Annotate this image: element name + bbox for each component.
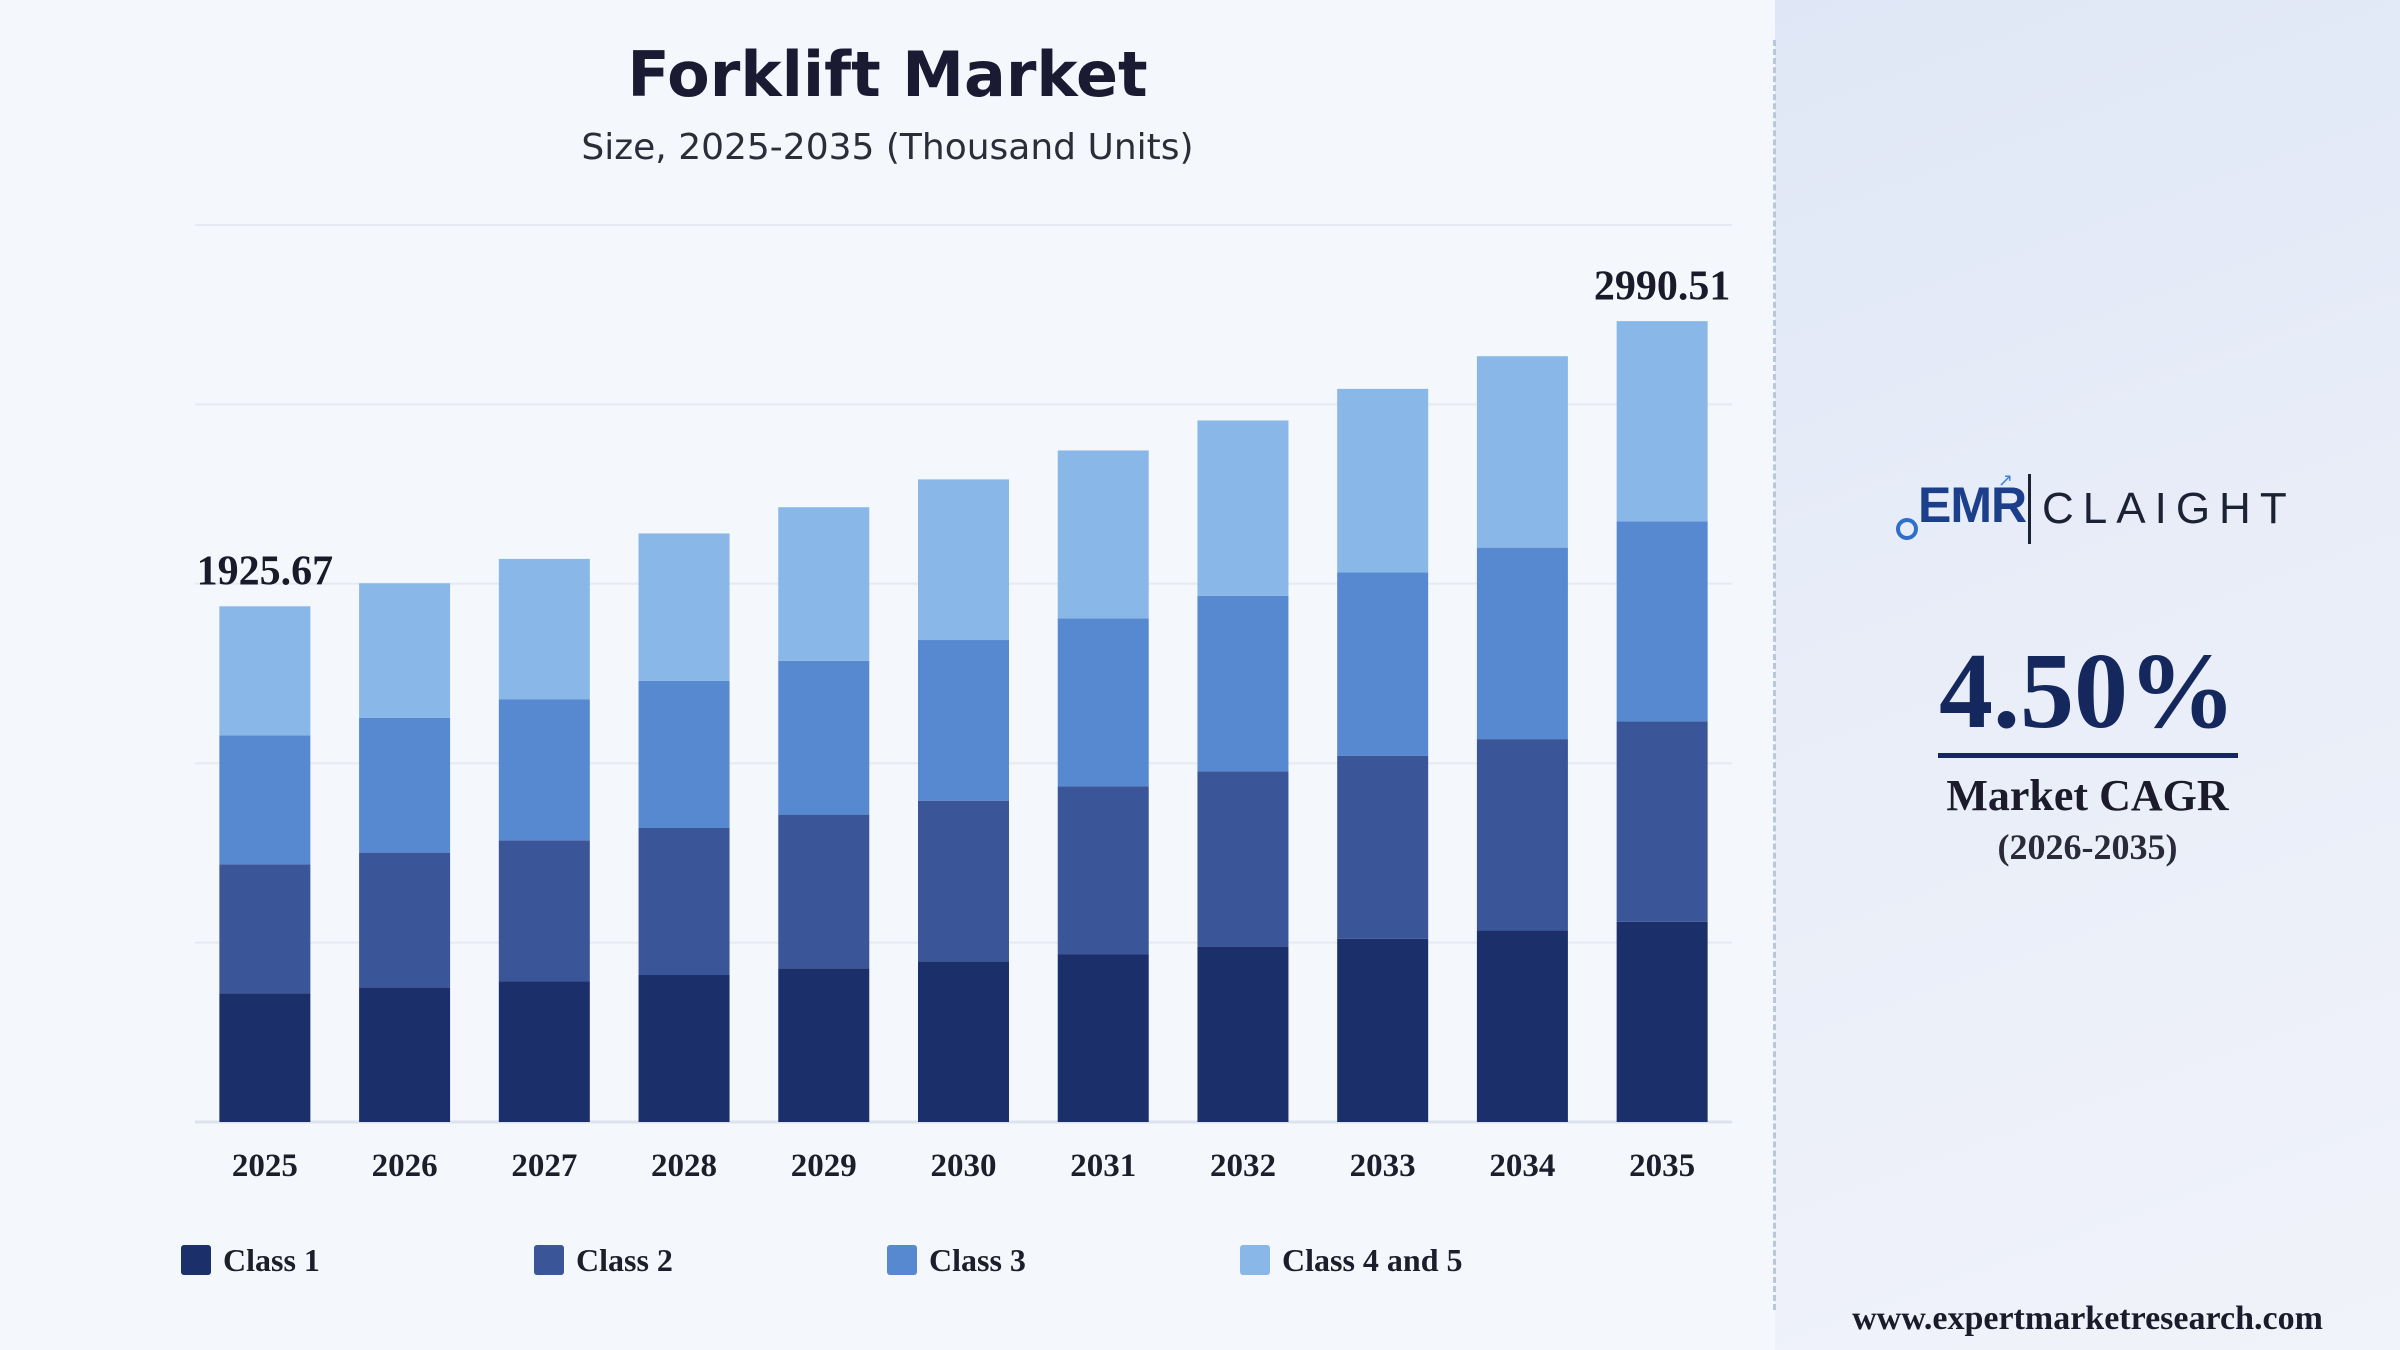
bar-segment-class-4-and-5 bbox=[498, 558, 590, 700]
bar-segment-class-1 bbox=[1476, 930, 1568, 1122]
x-tick-label: 2029 bbox=[791, 1148, 857, 1184]
bar-segment-class-3 bbox=[498, 699, 590, 841]
bar-segment-class-2 bbox=[359, 852, 451, 988]
x-tick-label: 2032 bbox=[1210, 1148, 1276, 1184]
bar-segment-class-4-and-5 bbox=[1057, 450, 1149, 619]
bar-segment-class-3 bbox=[1337, 572, 1429, 756]
emr-claight-logo: ↗ EMR CLAIGHT bbox=[1890, 470, 2290, 550]
legend-label: Class 3 bbox=[929, 1241, 1026, 1278]
legend-label: Class 2 bbox=[576, 1241, 673, 1278]
bar-segment-class-3 bbox=[1057, 618, 1149, 787]
bar-segment-class-1 bbox=[498, 981, 590, 1122]
bar-segment-class-2 bbox=[1476, 739, 1568, 931]
bar-segment-class-1 bbox=[1197, 946, 1289, 1122]
bar-segment-class-1 bbox=[219, 993, 311, 1122]
legend-swatch bbox=[534, 1245, 564, 1275]
x-tick-label: 2034 bbox=[1489, 1148, 1555, 1184]
bar-segment-class-2 bbox=[1057, 786, 1149, 955]
cagr-value: 4.50% bbox=[1939, 632, 2236, 751]
legend-label: Class 1 bbox=[223, 1241, 320, 1278]
x-tick-label: 2033 bbox=[1350, 1148, 1416, 1184]
bar-segment-class-3 bbox=[219, 735, 311, 865]
x-tick-label: 2035 bbox=[1629, 1148, 1695, 1184]
info-panel bbox=[1775, 0, 2400, 1350]
bar-segment-class-2 bbox=[778, 814, 870, 969]
bar-segment-class-2 bbox=[918, 800, 1009, 962]
bar-segment-class-1 bbox=[918, 961, 1009, 1122]
x-tick-label: 2028 bbox=[651, 1148, 717, 1184]
logo-divider bbox=[2028, 474, 2031, 544]
cagr-underline bbox=[1938, 753, 2238, 758]
bar-segment-class-3 bbox=[638, 680, 730, 828]
bar-segment-class-4-and-5 bbox=[1616, 321, 1708, 522]
bar-segment-class-2 bbox=[1197, 771, 1289, 947]
bar-segment-class-1 bbox=[638, 974, 730, 1122]
data-label: 2990.51 bbox=[1594, 263, 1731, 309]
bar-segment-class-3 bbox=[918, 640, 1009, 801]
panel-divider bbox=[1773, 40, 1776, 1310]
x-tick-label: 2026 bbox=[372, 1148, 438, 1184]
bar-segment-class-3 bbox=[1476, 547, 1568, 740]
cagr-period: (2026-2035) bbox=[1997, 827, 2178, 867]
bar-segment-class-4-and-5 bbox=[1337, 388, 1429, 573]
cagr-label: Market CAGR bbox=[1946, 771, 2229, 820]
data-label: 1925.67 bbox=[197, 548, 334, 594]
x-tick-label: 2025 bbox=[232, 1148, 298, 1184]
chart-title: Forklift Market bbox=[627, 38, 1148, 111]
bar-segment-class-3 bbox=[1197, 595, 1289, 772]
legend-swatch bbox=[1240, 1245, 1270, 1275]
bar-segment-class-2 bbox=[498, 840, 590, 982]
legend-item-class-2: Class 2 bbox=[534, 1238, 673, 1282]
logo-emr-text: EMR bbox=[1918, 477, 2027, 533]
logo-arrow-icon: ↗ bbox=[1998, 470, 2014, 491]
bar-segment-class-1 bbox=[1337, 938, 1429, 1122]
bar-segment-class-1 bbox=[778, 968, 870, 1122]
x-tick-label: 2030 bbox=[931, 1148, 997, 1184]
bar-segment-class-4-and-5 bbox=[359, 583, 451, 718]
bar-segment-class-3 bbox=[1616, 521, 1708, 722]
bar-segment-class-2 bbox=[638, 827, 730, 975]
x-tick-label: 2027 bbox=[511, 1148, 577, 1184]
legend-swatch bbox=[181, 1245, 211, 1275]
legend-item-class-1: Class 1 bbox=[181, 1238, 320, 1282]
legend-item-class-4-and-5: Class 4 and 5 bbox=[1240, 1238, 1463, 1282]
bar-segment-class-1 bbox=[1057, 954, 1149, 1122]
logo-dot-icon bbox=[1896, 518, 1918, 540]
chart-subtitle: Size, 2025-2035 (Thousand Units) bbox=[581, 127, 1194, 168]
website-url: www.expertmarketresearch.com bbox=[1852, 1300, 2323, 1337]
bar-segment-class-3 bbox=[359, 717, 451, 853]
legend-label: Class 4 and 5 bbox=[1282, 1241, 1463, 1278]
bar-segment-class-4-and-5 bbox=[638, 533, 730, 681]
bar-segment-class-4-and-5 bbox=[219, 606, 311, 736]
bar-segment-class-1 bbox=[1616, 921, 1708, 1122]
legend-swatch bbox=[887, 1245, 917, 1275]
x-tick-label: 2031 bbox=[1070, 1148, 1136, 1184]
bar-segment-class-2 bbox=[1337, 755, 1429, 939]
bar-segment-class-4-and-5 bbox=[918, 479, 1009, 641]
bar-segment-class-2 bbox=[219, 864, 311, 994]
bar-segment-class-4-and-5 bbox=[1476, 356, 1568, 548]
bar-segment-class-3 bbox=[778, 660, 870, 815]
bar-segment-class-4-and-5 bbox=[1197, 420, 1289, 596]
legend-item-class-3: Class 3 bbox=[887, 1238, 1026, 1282]
bar-segment-class-2 bbox=[1616, 721, 1708, 922]
bar-segment-class-1 bbox=[359, 987, 451, 1122]
stacked-bar-chart: 2025 2026 2027 2028 2029 2030 2031 2032 2033 2034… bbox=[195, 224, 1732, 1184]
bar-segment-class-4-and-5 bbox=[778, 507, 870, 661]
logo-claight-text: CLAIGHT bbox=[2042, 484, 2296, 533]
chart-legend: Class 1 Class 2 Class 3 Class 4 and 5 bbox=[0, 1238, 1700, 1282]
